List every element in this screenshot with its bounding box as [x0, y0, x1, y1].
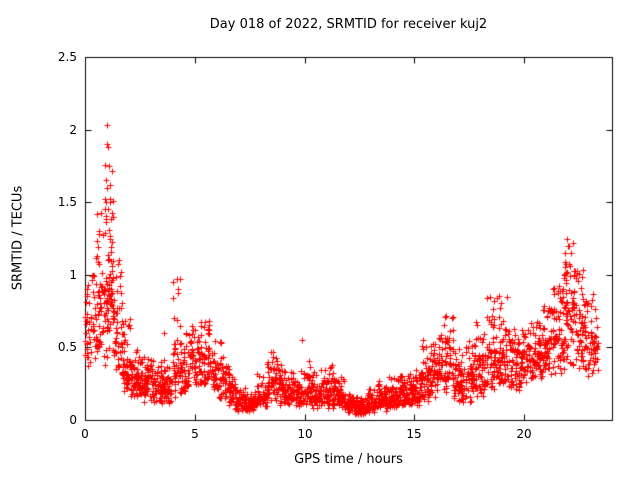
- chart-title: Day 018 of 2022, SRMTID for receiver kuj…: [209, 17, 488, 32]
- x-tick-label: 10: [297, 427, 313, 441]
- x-tick-label: 5: [191, 427, 199, 441]
- y-tick-label: 2.5: [57, 50, 77, 64]
- y-tick-label: 2: [69, 123, 77, 137]
- x-tick-label: 20: [516, 427, 532, 441]
- x-tick-label: 15: [406, 427, 422, 441]
- y-tick-label: 0: [69, 413, 77, 427]
- x-tick-label: 0: [81, 427, 89, 441]
- y-tick-label: 1: [69, 268, 77, 282]
- x-axis-label: GPS time / hours: [294, 452, 403, 467]
- y-axis-label: SRMTID / TECUs: [10, 185, 26, 291]
- y-tick-label: 0.5: [57, 340, 77, 354]
- y-tick-label: 1.5: [57, 195, 77, 209]
